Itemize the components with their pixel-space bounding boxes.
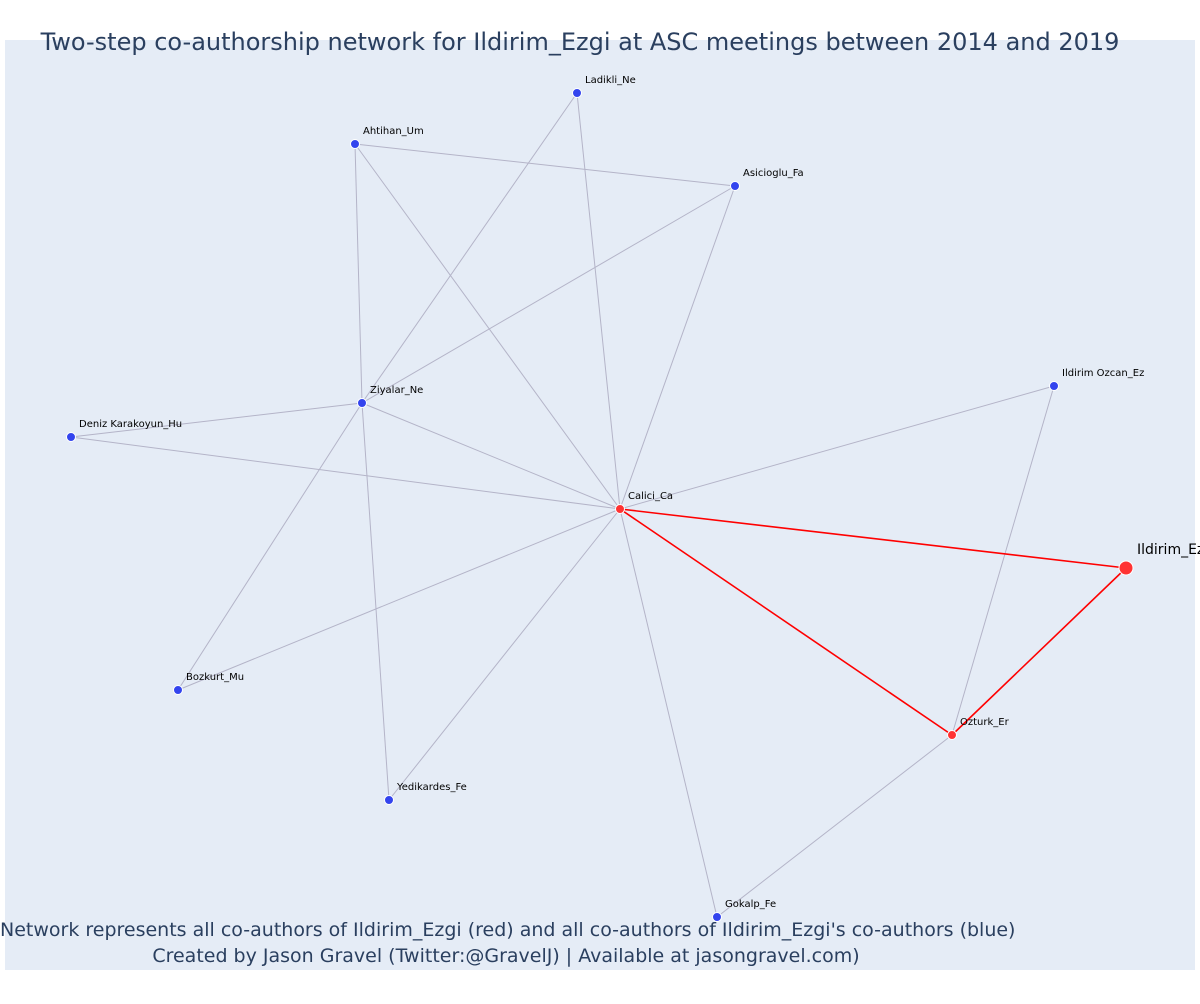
node-label-bozkurt-mu: Bozkurt_Mu: [186, 672, 244, 683]
edge-calici-ca-ziyalar-ne: [361, 402, 621, 510]
edge-ziyalar-ne-bozkurt-mu: [177, 402, 363, 691]
node-yedikardes-fe[interactable]: [384, 795, 394, 805]
node-label-ildirim-ezgi: Ildirim_Ezgi: [1137, 542, 1200, 558]
node-label-gokalp-fe: Gokalp_Fe: [725, 899, 776, 910]
edge-ozturk-er-gokalp-fe: [716, 734, 953, 918]
plot-background: [5, 40, 1195, 970]
node-label-ozturk-er: Ozturk_Er: [960, 717, 1010, 728]
node-label-ildirim-ozcan-ez: Ildirim Ozcan_Ez: [1062, 368, 1144, 379]
node-label-ziyalar-ne: Ziyalar_Ne: [370, 385, 423, 396]
edge-ahtihan-um-ziyalar-ne: [354, 143, 363, 404]
edge-ozturk-er-ildirim-ozcan-ez: [951, 385, 1055, 736]
nodes-layer: [66, 88, 1134, 922]
edge-calici-ca-ahtihan-um: [354, 143, 621, 510]
edge-calici-ca-bozkurt-mu: [177, 508, 621, 691]
node-label-calici-ca: Calici_Ca: [628, 491, 673, 502]
node-label-ladikli-ne: Ladikli_Ne: [585, 75, 636, 86]
node-label-yedikardes-fe: Yedikardes_Fe: [396, 782, 467, 793]
node-label-deniz-karakoyun-hu: Deniz Karakoyun_Hu: [79, 419, 182, 430]
node-ahtihan-um[interactable]: [350, 139, 360, 149]
node-label-asicioglu-fa: Asicioglu_Fa: [743, 168, 804, 179]
edge-calici-ca-gokalp-fe: [619, 508, 718, 918]
chart-title: Two-step co-authorship network for Ildir…: [40, 28, 1120, 56]
node-ildirim-ezgi[interactable]: [1118, 560, 1134, 576]
footer-line-1: Network represents all co-authors of Ild…: [0, 919, 1016, 941]
node-ildirim-ozcan-ez[interactable]: [1049, 381, 1059, 391]
edge-ziyalar-ne-asicioglu-fa: [361, 185, 736, 404]
edge-ziyalar-ne-ladikli-ne: [361, 92, 578, 404]
node-ozturk-er[interactable]: [947, 730, 957, 740]
edge-calici-ca-deniz-karakoyun-hu: [70, 436, 621, 510]
node-ziyalar-ne[interactable]: [357, 398, 367, 408]
edge-calici-ca-ildirim-ozcan-ez: [619, 385, 1055, 510]
footer-caption: Network represents all co-authors of Ild…: [0, 917, 1016, 969]
node-deniz-karakoyun-hu[interactable]: [66, 432, 76, 442]
edge-ziyalar-ne-deniz-karakoyun-hu: [70, 402, 363, 438]
node-gokalp-fe[interactable]: [712, 912, 722, 922]
node-asicioglu-fa[interactable]: [730, 181, 740, 191]
node-bozkurt-mu[interactable]: [173, 685, 183, 695]
edges-layer: [70, 92, 1127, 918]
edge-calici-ca-yedikardes-fe: [388, 508, 621, 801]
edge-calici-ca-ildirim-ezgi: [619, 508, 1127, 569]
labels-layer: Ildirim_Ezgi Calici_Ca Ozturk_Er Ladikli_Ne…: [79, 75, 1200, 910]
edge-calici-ca-asicioglu-fa: [619, 185, 736, 510]
node-calici-ca[interactable]: [615, 504, 625, 514]
edge-ziyalar-ne-yedikardes-fe: [361, 402, 390, 801]
footer-line-2: Created by Jason Gravel (Twitter:@Gravel…: [152, 945, 860, 967]
edge-calici-ca-ladikli-ne: [576, 92, 621, 510]
edge-calici-ca-ozturk-er: [619, 508, 953, 736]
edge-ahtihan-um-asicioglu-fa: [354, 143, 736, 187]
edge-ozturk-er-ildirim-ezgi: [951, 567, 1127, 736]
node-ladikli-ne[interactable]: [572, 88, 582, 98]
node-label-ahtihan-um: Ahtihan_Um: [363, 126, 424, 137]
